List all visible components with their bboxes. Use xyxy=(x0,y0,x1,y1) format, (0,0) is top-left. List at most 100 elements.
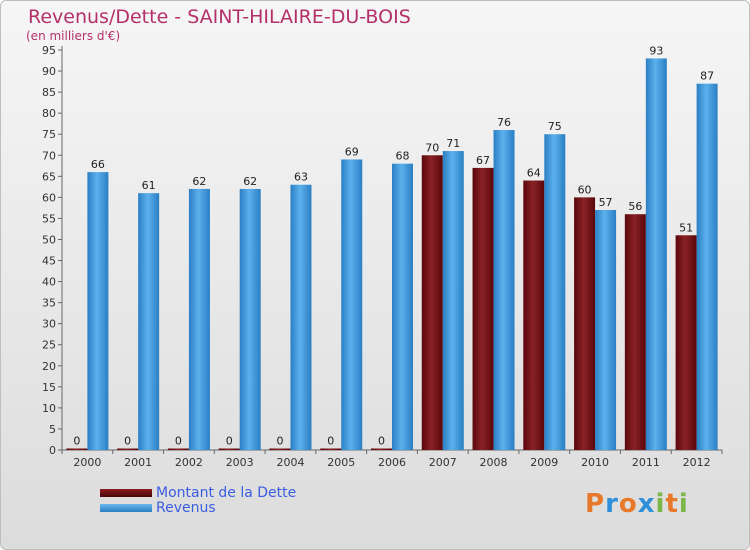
x-tick-label: 2012 xyxy=(683,456,711,469)
data-label-revenus: 69 xyxy=(345,145,359,158)
data-label-dette: 51 xyxy=(679,221,693,234)
data-label-dette: 0 xyxy=(378,435,385,448)
y-tick-label: 60 xyxy=(42,191,56,204)
data-label-revenus: 61 xyxy=(142,179,156,192)
bar-dette xyxy=(320,448,342,450)
data-label-revenus: 57 xyxy=(599,196,613,209)
bar-revenus xyxy=(696,83,718,451)
y-tick-label: 75 xyxy=(42,128,56,141)
data-label-dette: 67 xyxy=(476,154,490,167)
x-tick-label: 2009 xyxy=(530,456,558,469)
logo-letter: P xyxy=(585,489,606,519)
legend-label-revenus: Revenus xyxy=(156,500,216,516)
bar-dette xyxy=(624,214,646,450)
logo-letter: r xyxy=(605,489,619,519)
bar-dette xyxy=(472,167,494,451)
y-tick-label: 80 xyxy=(42,107,56,120)
data-label-dette: 70 xyxy=(425,141,439,154)
data-label-dette: 0 xyxy=(175,435,182,448)
data-label-dette: 0 xyxy=(73,435,80,448)
bar-revenus xyxy=(645,58,667,450)
y-tick-label: 20 xyxy=(42,360,56,373)
bar-dette xyxy=(421,155,443,450)
y-tick-label: 95 xyxy=(42,44,56,57)
y-tick-label: 40 xyxy=(42,276,56,289)
bar-revenus xyxy=(87,172,109,450)
x-tick-label: 2010 xyxy=(581,456,609,469)
bar-dette xyxy=(523,180,545,451)
bar-revenus xyxy=(138,193,160,450)
bar-dette xyxy=(574,197,596,450)
data-label-dette: 60 xyxy=(578,183,592,196)
data-label-revenus: 62 xyxy=(243,175,257,188)
y-tick-label: 15 xyxy=(42,381,56,394)
y-tick-label: 90 xyxy=(42,65,56,78)
y-tick-label: 85 xyxy=(42,86,56,99)
chart-title: Revenus/Dette - SAINT-HILAIRE-DU-BOIS xyxy=(28,6,411,28)
bar-dette xyxy=(269,448,291,450)
data-label-dette: 0 xyxy=(226,435,233,448)
y-tick-label: 0 xyxy=(49,444,56,457)
x-tick-label: 2004 xyxy=(276,456,304,469)
logo-letter: i xyxy=(655,489,666,519)
bar-revenus xyxy=(290,184,312,450)
data-label-revenus: 63 xyxy=(294,171,308,184)
x-tick-label: 2000 xyxy=(73,456,101,469)
y-tick-label: 65 xyxy=(42,170,56,183)
data-label-dette: 56 xyxy=(628,200,642,213)
data-label-revenus: 62 xyxy=(192,175,206,188)
data-label-revenus: 71 xyxy=(446,137,460,150)
logo-letter: o xyxy=(618,489,638,519)
bar-dette xyxy=(675,235,697,450)
bar-dette xyxy=(218,448,240,450)
x-tick-label: 2005 xyxy=(327,456,355,469)
bar-revenus xyxy=(188,188,210,450)
bar-revenus xyxy=(493,130,515,450)
data-label-revenus: 93 xyxy=(649,44,663,57)
bar-revenus xyxy=(442,151,464,451)
x-tick-label: 2011 xyxy=(632,456,660,469)
data-label-revenus: 68 xyxy=(396,150,410,163)
bar-dette xyxy=(66,448,88,450)
x-tick-label: 2002 xyxy=(175,456,203,469)
data-label-revenus: 66 xyxy=(91,158,105,171)
y-tick-label: 70 xyxy=(42,149,56,162)
bar-revenus xyxy=(239,188,261,450)
data-label-dette: 0 xyxy=(327,435,334,448)
y-tick-label: 10 xyxy=(42,402,56,415)
logo-letter: t xyxy=(665,489,679,519)
bar-revenus xyxy=(595,210,617,450)
legend-label-dette: Montant de la Dette xyxy=(156,485,297,501)
bar-dette xyxy=(371,448,392,450)
y-tick-label: 50 xyxy=(42,233,56,246)
bar-dette xyxy=(167,448,189,450)
chart-subtitle: (en milliers d'€) xyxy=(26,29,121,43)
bar-revenus xyxy=(544,134,566,451)
legend-swatch-revenus xyxy=(100,504,152,512)
data-label-revenus: 76 xyxy=(497,116,511,129)
bar-dette xyxy=(117,448,139,450)
logo-letter: i xyxy=(678,489,689,519)
data-label-dette: 0 xyxy=(124,435,131,448)
data-label-dette: 0 xyxy=(276,435,283,448)
proxiti-logo: Proxiti xyxy=(585,489,689,519)
y-tick-label: 45 xyxy=(42,255,56,268)
logo-letter: x xyxy=(637,489,656,519)
y-tick-label: 30 xyxy=(42,318,56,331)
y-tick-label: 55 xyxy=(42,212,56,225)
data-label-dette: 64 xyxy=(527,167,541,180)
x-tick-label: 2008 xyxy=(480,456,508,469)
legend-swatch-dette xyxy=(100,489,152,497)
data-label-revenus: 75 xyxy=(548,120,562,133)
y-tick-label: 35 xyxy=(42,297,56,310)
y-tick-label: 5 xyxy=(49,423,56,436)
bar-revenus xyxy=(341,159,363,450)
data-label-revenus: 87 xyxy=(700,70,714,83)
bar-revenus xyxy=(392,163,413,450)
x-tick-label: 2006 xyxy=(378,456,406,469)
y-tick-label: 25 xyxy=(42,339,56,352)
x-tick-label: 2007 xyxy=(429,456,457,469)
x-tick-label: 2003 xyxy=(226,456,254,469)
x-tick-label: 2001 xyxy=(124,456,152,469)
